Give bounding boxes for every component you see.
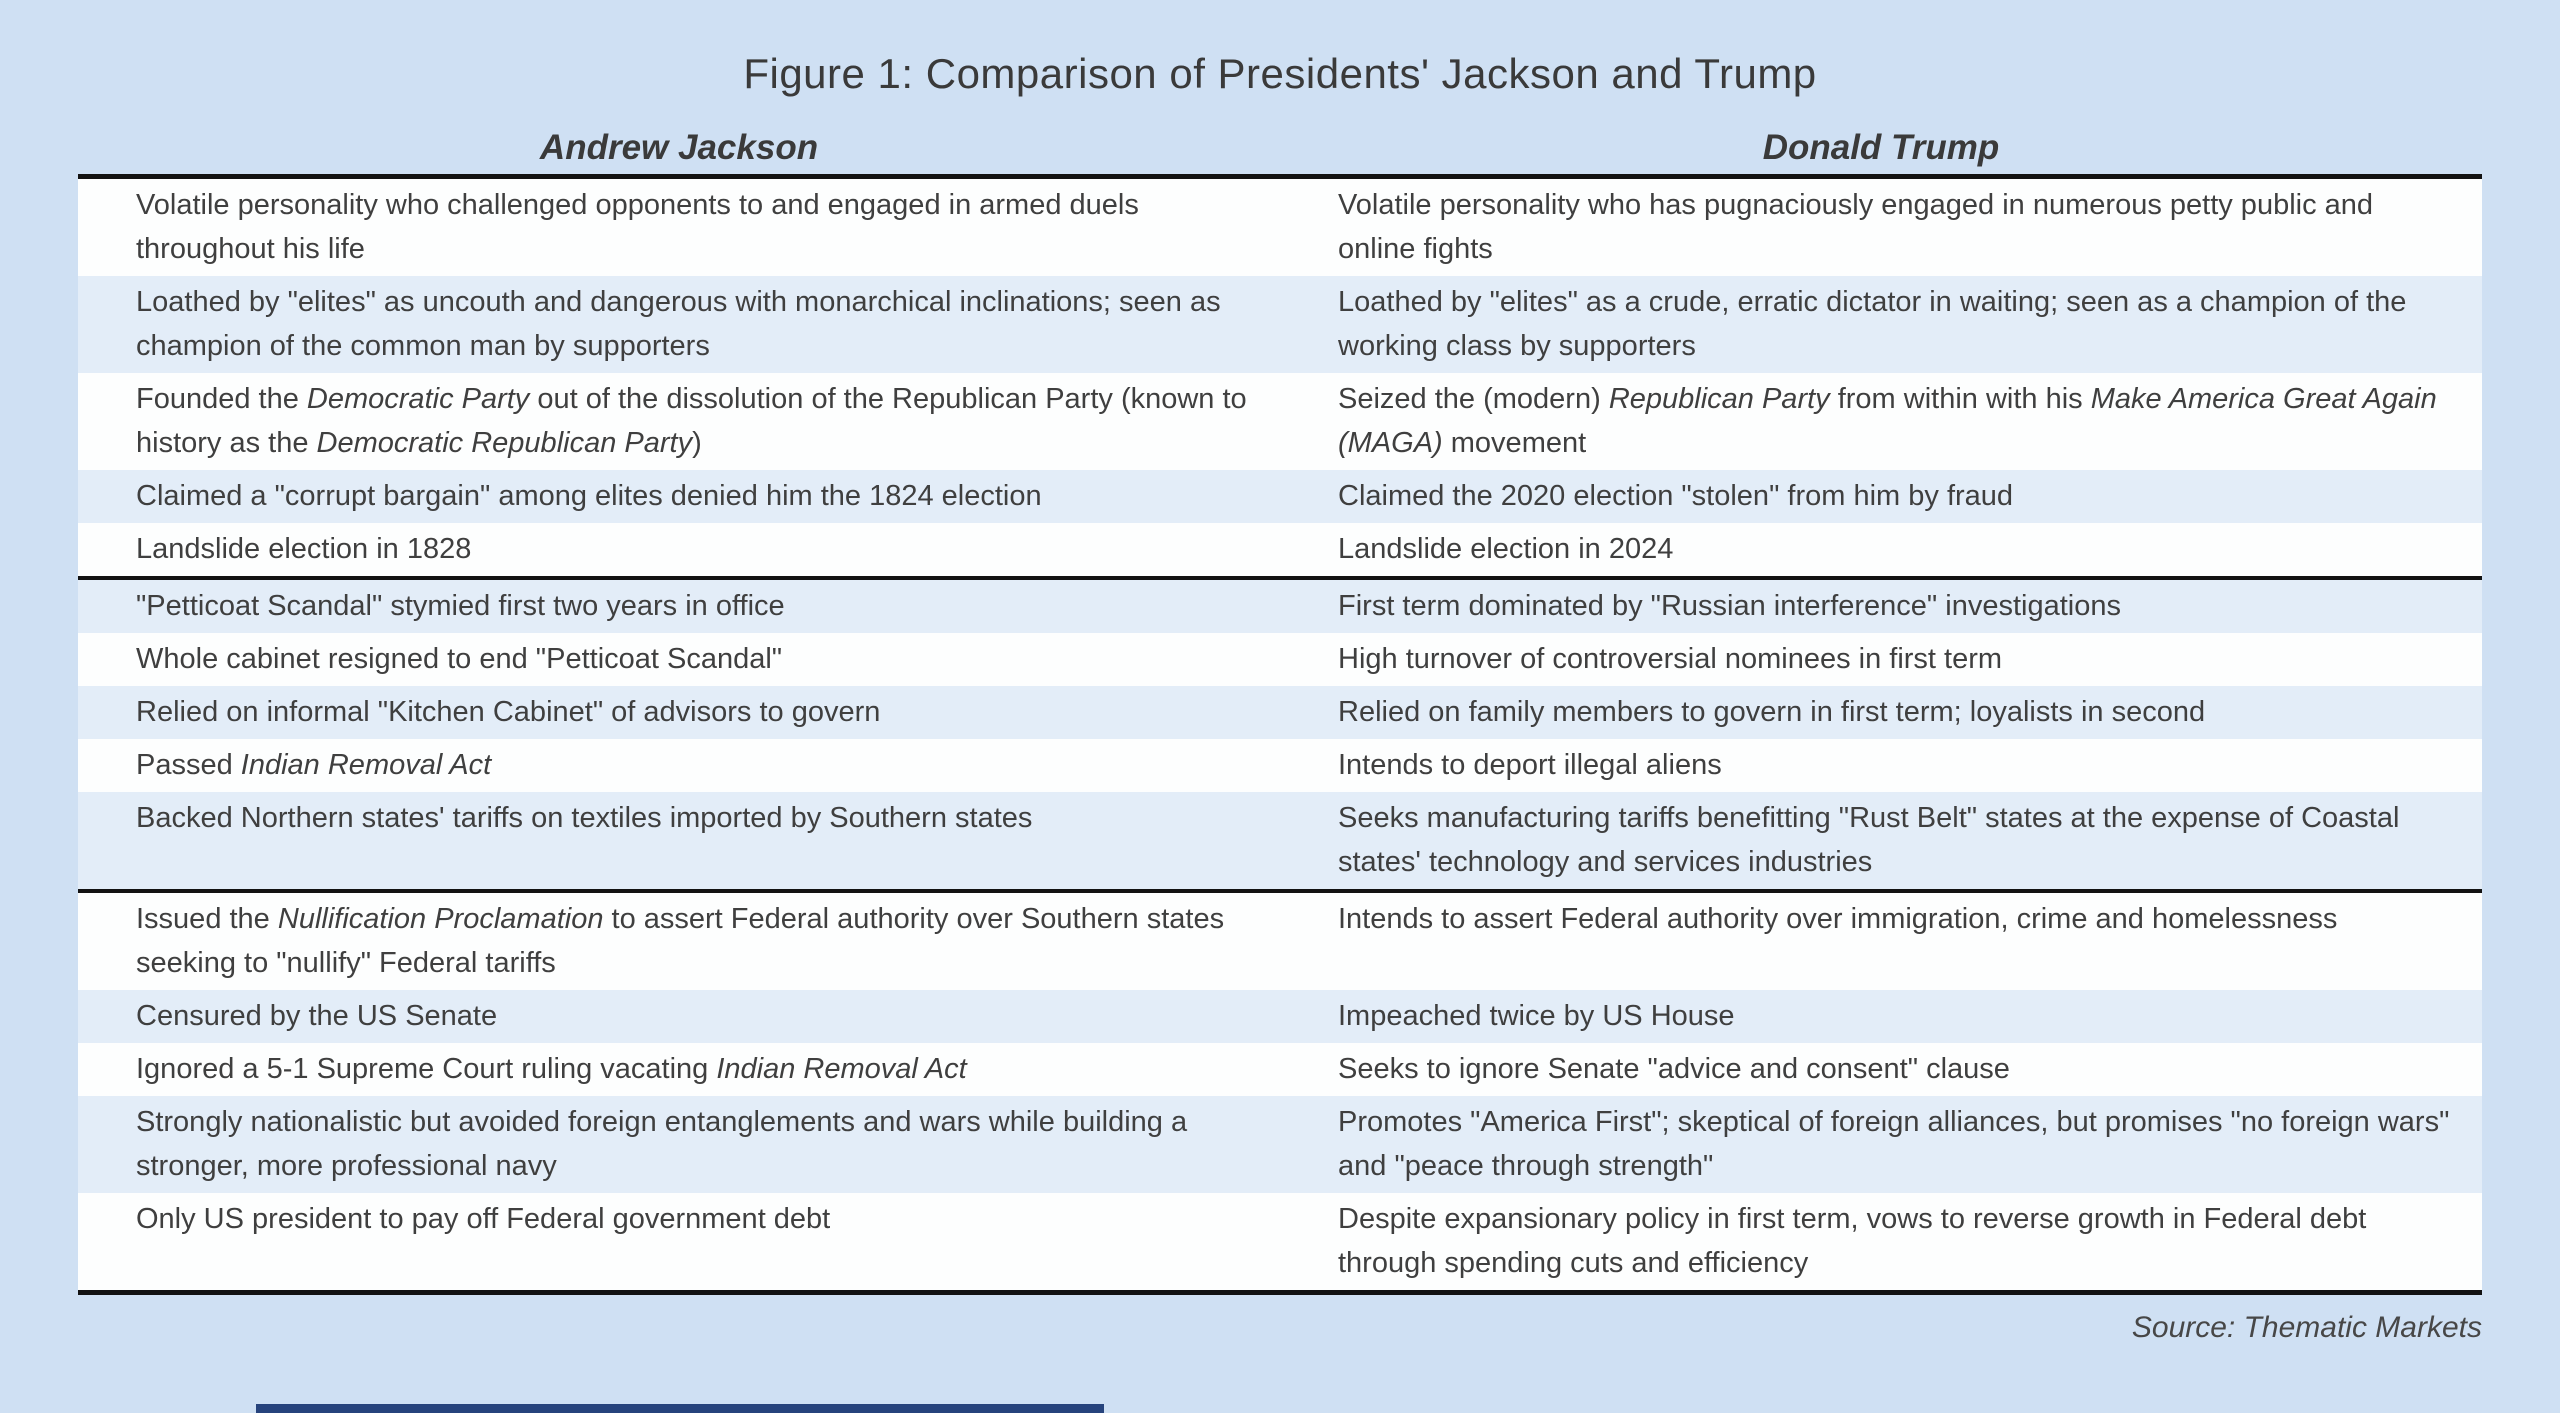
cell-text-segment: Founded the xyxy=(136,383,307,415)
cell-text-segment: Volatile personality who challenged oppo… xyxy=(136,189,1139,265)
cell-text-segment: "Petticoat Scandal" stymied first two ye… xyxy=(136,590,785,622)
table-cell-trump: Relied on family members to govern in fi… xyxy=(1280,686,2482,739)
cell-text-segment: Seized the (modern) xyxy=(1338,383,1609,415)
table-cell-jackson: Landslide election in 1828 xyxy=(78,523,1280,576)
table-cell-trump: Volatile personality who has pugnaciousl… xyxy=(1280,179,2482,276)
table-cell-jackson: Strongly nationalistic but avoided forei… xyxy=(78,1096,1280,1193)
table-cell-trump: Seeks manufacturing tariffs benefitting … xyxy=(1280,792,2482,889)
table-cell-trump: Impeached twice by US House xyxy=(1280,990,2482,1043)
cell-text-segment: Claimed a "corrupt bargain" among elites… xyxy=(136,480,1042,512)
cell-text-segment: Backed Northern states' tariffs on texti… xyxy=(136,802,1033,834)
cell-text-segment: Relied on family members to govern in fi… xyxy=(1338,696,2206,728)
table-row: Ignored a 5-1 Supreme Court ruling vacat… xyxy=(78,1043,2482,1096)
cell-text-segment: Landslide election in 2024 xyxy=(1338,533,1674,565)
table-cell-jackson: Loathed by "elites" as uncouth and dange… xyxy=(78,276,1280,373)
table-section: Volatile personality who challenged oppo… xyxy=(78,179,2482,580)
cell-text-segment: movement xyxy=(1442,427,1587,459)
cell-text-segment: Loathed by "elites" as uncouth and dange… xyxy=(136,286,1221,362)
table-cell-jackson: Founded the Democratic Party out of the … xyxy=(78,373,1280,470)
comparison-table: Volatile personality who challenged oppo… xyxy=(78,174,2482,1295)
cell-text-segment: Seeks to ignore Senate "advice and conse… xyxy=(1338,1053,2010,1085)
cell-text-segment: from within with his xyxy=(1829,383,2091,415)
cell-text-segment: Republican Party xyxy=(1608,383,1830,415)
table-cell-trump: Landslide election in 2024 xyxy=(1280,523,2482,576)
table-row: Landslide election in 1828 Landslide elec… xyxy=(78,523,2482,576)
cell-text-segment: Issued the xyxy=(136,903,278,935)
cell-text-segment: Seeks manufacturing tariffs benefitting … xyxy=(1338,802,2400,878)
table-cell-jackson: Ignored a 5-1 Supreme Court ruling vacat… xyxy=(78,1043,1280,1096)
table-cell-jackson: Whole cabinet resigned to end "Petticoat… xyxy=(78,633,1280,686)
cell-text-segment: to assert Federal authority over Souther… xyxy=(136,903,1225,979)
table-cell-trump: Intends to deport illegal aliens xyxy=(1280,739,2482,792)
table-row: Volatile personality who challenged oppo… xyxy=(78,179,2482,276)
cell-text-segment: High turnover of controversial nominees … xyxy=(1338,643,2003,675)
table-cell-trump: First term dominated by "Russian interfe… xyxy=(1280,580,2482,633)
table-row: Issued the Nullification Proclamation to… xyxy=(78,893,2482,990)
table-cell-jackson: Relied on informal "Kitchen Cabinet" of … xyxy=(78,686,1280,739)
table-row: "Petticoat Scandal" stymied first two ye… xyxy=(78,580,2482,633)
table-row: Loathed by "elites" as uncouth and dange… xyxy=(78,276,2482,373)
cell-text-segment: Intends to assert Federal authority over… xyxy=(1338,903,2338,935)
table-cell-jackson: Only US president to pay off Federal gov… xyxy=(78,1193,1280,1290)
cell-text-segment: Despite expansionary policy in first ter… xyxy=(1338,1203,2367,1279)
cell-text-segment: Indian Removal Act xyxy=(240,749,492,781)
table-row: Claimed a "corrupt bargain" among elites… xyxy=(78,470,2482,523)
table-cell-trump: Seized the (modern) Republican Party fro… xyxy=(1280,373,2482,470)
figure-title: Figure 1: Comparison of Presidents' Jack… xyxy=(743,50,1817,97)
column-header-donald-trump: Donald Trump xyxy=(1762,128,2000,167)
table-cell-jackson: "Petticoat Scandal" stymied first two ye… xyxy=(78,580,1280,633)
table-cell-jackson: Backed Northern states' tariffs on texti… xyxy=(78,792,1280,889)
table-section: "Petticoat Scandal" stymied first two ye… xyxy=(78,580,2482,893)
table-row: Whole cabinet resigned to end "Petticoat… xyxy=(78,633,2482,686)
table-row: Backed Northern states' tariffs on texti… xyxy=(78,792,2482,889)
next-page-edge-strip xyxy=(256,1404,1104,1413)
cell-text-segment: Only US president to pay off Federal gov… xyxy=(136,1203,831,1235)
cell-text-segment: ) xyxy=(692,427,702,459)
table-cell-jackson: Volatile personality who challenged oppo… xyxy=(78,179,1280,276)
cell-text-segment: Passed xyxy=(136,749,241,781)
cell-text-segment: Volatile personality who has pugnaciousl… xyxy=(1338,189,2374,265)
cell-text-segment: Intends to deport illegal aliens xyxy=(1338,749,1722,781)
table-cell-trump: Despite expansionary policy in first ter… xyxy=(1280,1193,2482,1290)
table-row: Passed Indian Removal Act Intends to depo… xyxy=(78,739,2482,792)
cell-text-segment: Impeached twice by US House xyxy=(1338,1000,1735,1032)
table-cell-jackson: Claimed a "corrupt bargain" among elites… xyxy=(78,470,1280,523)
table-row: Only US president to pay off Federal gov… xyxy=(78,1193,2482,1290)
table-row: Founded the Democratic Party out of the … xyxy=(78,373,2482,470)
cell-text-segment: Loathed by "elites" as a crude, erratic … xyxy=(1338,286,2407,362)
cell-text-segment: out of the dissolution of the Republican… xyxy=(136,383,1247,459)
table-cell-trump: Seeks to ignore Senate "advice and conse… xyxy=(1280,1043,2482,1096)
table-cell-trump: Claimed the 2020 election "stolen" from … xyxy=(1280,470,2482,523)
cell-text-segment: Indian Removal Act xyxy=(716,1053,967,1085)
table-cell-trump: High turnover of controversial nominees … xyxy=(1280,633,2482,686)
table-cell-trump: Intends to assert Federal authority over… xyxy=(1280,893,2482,990)
column-headers: Andrew Jackson Donald Trump xyxy=(78,128,2482,168)
table-cell-trump: Promotes "America First"; skeptical of f… xyxy=(1280,1096,2482,1193)
cell-text-segment: Relied on informal "Kitchen Cabinet" of … xyxy=(136,696,881,728)
cell-text-segment: Democratic Party xyxy=(306,383,530,415)
cell-text-segment: Ignored a 5-1 Supreme Court ruling vacat… xyxy=(136,1053,717,1085)
table-cell-jackson: Issued the Nullification Proclamation to… xyxy=(78,893,1280,990)
cell-text-segment: Censured by the US Senate xyxy=(136,1000,498,1032)
table-cell-jackson: Passed Indian Removal Act xyxy=(78,739,1280,792)
source-attribution: Source: Thematic Markets xyxy=(2131,1311,2482,1344)
table-section: Issued the Nullification Proclamation to… xyxy=(78,893,2482,1290)
cell-text-segment: Strongly nationalistic but avoided forei… xyxy=(136,1106,1188,1182)
cell-text-segment: Promotes "America First"; skeptical of f… xyxy=(1338,1106,2450,1182)
table-cell-trump: Loathed by "elites" as a crude, erratic … xyxy=(1280,276,2482,373)
column-header-andrew-jackson: Andrew Jackson xyxy=(539,128,819,167)
cell-text-segment: Landslide election in 1828 xyxy=(136,533,472,565)
cell-text-segment: First term dominated by "Russian interfe… xyxy=(1338,590,2121,622)
cell-text-segment: Claimed the 2020 election "stolen" from … xyxy=(1338,480,2014,512)
cell-text-segment: Nullification Proclamation xyxy=(277,903,604,935)
table-row: Relied on informal "Kitchen Cabinet" of … xyxy=(78,686,2482,739)
table-row: Strongly nationalistic but avoided forei… xyxy=(78,1096,2482,1193)
cell-text-segment: Make America Great Again (MAGA) xyxy=(1338,383,2437,459)
table-cell-jackson: Censured by the US Senate xyxy=(78,990,1280,1043)
cell-text-segment: Whole cabinet resigned to end "Petticoat… xyxy=(136,643,783,675)
table-row: Censured by the US Senate Impeached twice… xyxy=(78,990,2482,1043)
cell-text-segment: Democratic Republican Party xyxy=(316,427,693,459)
